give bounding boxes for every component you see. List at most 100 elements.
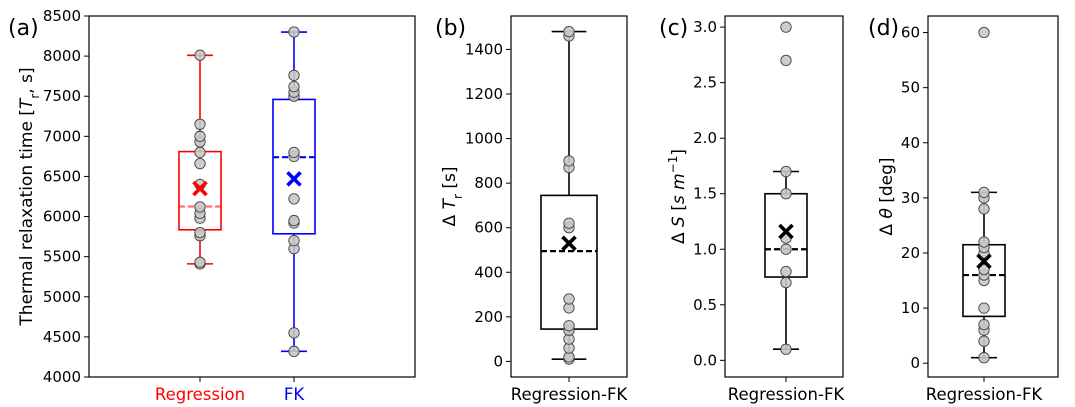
data-point <box>780 343 792 355</box>
x-tick-label-fk: FK <box>284 385 305 404</box>
data-point <box>194 118 206 130</box>
y-tick-label: 6000 <box>43 208 81 226</box>
y-tick-label: 5000 <box>43 288 81 306</box>
data-point <box>288 234 300 247</box>
box-iqr <box>272 98 316 235</box>
mean-marker <box>976 253 992 270</box>
y-tick-label: 6500 <box>43 167 81 185</box>
data-point <box>563 155 575 167</box>
data-point <box>194 157 206 170</box>
mean-marker <box>286 171 302 187</box>
y-axis-label: Δ θ [deg] <box>877 157 897 235</box>
data-point <box>978 26 990 39</box>
data-point <box>194 49 206 61</box>
y-tick-label: 4000 <box>43 368 81 386</box>
y-tick-label: 1200 <box>465 85 503 103</box>
y-tick-label: 2.5 <box>693 74 717 92</box>
y-tick-label: 0.5 <box>693 296 717 314</box>
y-tick-label: 600 <box>474 219 503 237</box>
panel-label: (b) <box>435 16 466 41</box>
panel-label: (d) <box>868 16 899 41</box>
data-point <box>780 276 792 289</box>
y-tick-label: 0 <box>910 354 920 372</box>
y-tick-label: 400 <box>474 263 503 281</box>
box-series-fk <box>272 26 316 357</box>
y-tick-label: 1.0 <box>693 240 717 258</box>
axes-frame <box>724 15 844 378</box>
mean-marker <box>192 180 208 197</box>
y-tick-label: 50 <box>901 79 920 97</box>
y-tick-label: 1400 <box>465 40 503 58</box>
y-tick-label: 3.0 <box>693 18 717 36</box>
data-point <box>780 188 792 200</box>
y-tick-label: 20 <box>901 244 920 262</box>
y-tick-label: 1000 <box>465 130 503 148</box>
mean-marker <box>778 223 794 240</box>
panel-a: 4000 4500 5000 5500 6000 6500 7000 7500 8000 8500… <box>8 7 416 404</box>
box-series-diff <box>540 25 598 365</box>
y-axis-label: Δ Tr [s] <box>440 167 465 227</box>
panel-label: (a) <box>8 16 39 41</box>
y-axis-label: Δ S [s m−1] <box>666 149 689 244</box>
axes-frame <box>927 15 1059 378</box>
y-tick-label: 200 <box>474 308 503 326</box>
data-point <box>563 25 575 38</box>
y-tick-label: 1.5 <box>693 185 717 203</box>
data-point <box>978 263 990 276</box>
data-point <box>288 69 300 82</box>
panel-c: 0.0 0.5 1.0 1.5 2.0 2.5 3.0 Regression-FK (c) Δ S… <box>659 15 846 404</box>
axes-frame <box>88 15 416 378</box>
data-point <box>288 345 300 357</box>
panel-d: 0 10 20 30 40 50 60 Regression-FK (d) Δ θ [deg] <box>868 15 1059 404</box>
y-tick-label: 40 <box>901 134 920 152</box>
y-tick-label: 0.0 <box>693 351 717 369</box>
panel-label: (c) <box>659 16 688 41</box>
y-tick-label: 7500 <box>43 87 81 105</box>
data-point <box>978 302 990 314</box>
data-point <box>288 146 300 159</box>
y-tick-label: 60 <box>901 24 920 42</box>
data-point <box>780 265 792 278</box>
data-point <box>288 193 300 205</box>
y-tick-label: 800 <box>474 174 503 192</box>
data-point <box>563 217 575 229</box>
x-tick-label-regression-fk: Regression-FK <box>728 385 846 404</box>
y-tick-label: 10 <box>901 299 920 317</box>
data-point <box>978 318 990 331</box>
data-point <box>780 54 792 67</box>
data-point <box>780 165 792 178</box>
data-point <box>288 80 300 93</box>
data-point <box>563 320 575 332</box>
data-point <box>978 203 990 215</box>
data-point <box>194 226 206 239</box>
y-axis-label: Thermal relaxation time [Tr, s] <box>17 67 42 326</box>
x-tick-label-regression-fk: Regression-FK <box>926 385 1044 404</box>
y-tick-label: 4500 <box>43 328 81 346</box>
y-tick-label: 0 <box>493 352 503 370</box>
data-point <box>780 243 792 255</box>
y-tick-label: 8500 <box>43 7 81 25</box>
mean-marker <box>561 235 577 252</box>
data-point <box>978 186 990 199</box>
data-point <box>978 236 990 248</box>
data-point <box>288 214 300 227</box>
data-point <box>288 26 300 38</box>
data-point <box>194 256 206 268</box>
box-series-regression <box>178 49 222 270</box>
y-tick-label: 7000 <box>43 127 81 145</box>
data-point <box>978 335 990 347</box>
data-point <box>780 21 792 33</box>
data-point <box>194 146 206 159</box>
y-tick-label: 5500 <box>43 248 81 266</box>
data-point <box>563 293 575 305</box>
data-point <box>194 201 206 213</box>
y-tick-label: 8000 <box>43 47 81 65</box>
box-series-diff <box>962 26 1006 364</box>
data-point <box>288 327 300 339</box>
data-point <box>194 130 206 142</box>
x-tick-label-regression-fk: Regression-FK <box>511 385 629 404</box>
data-point <box>978 352 990 364</box>
panel-b: 0 200 400 600 800 1000 1200 1400 Regression-FK (b… <box>435 15 629 404</box>
box-series-diff <box>764 21 808 355</box>
